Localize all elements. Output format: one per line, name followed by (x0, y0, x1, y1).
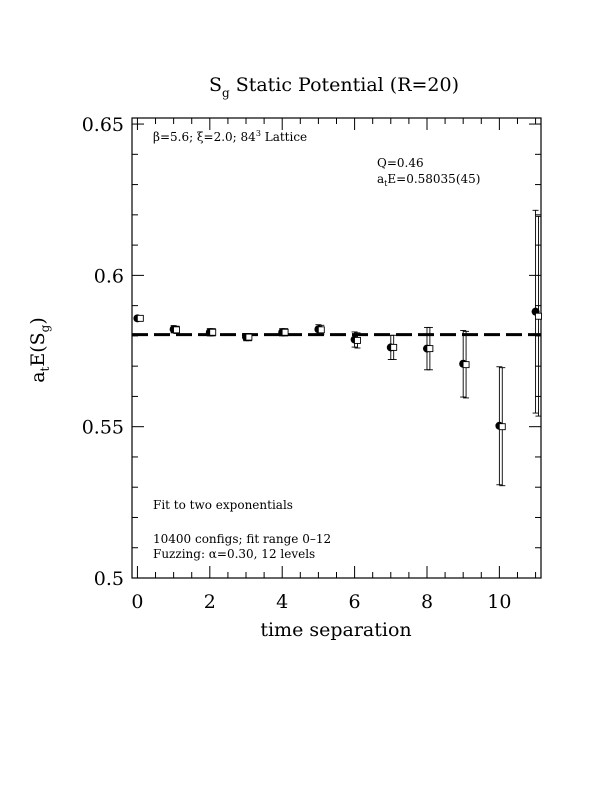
data-point-square (390, 343, 398, 351)
data-point-square (354, 336, 361, 344)
lattice-rest: Lattice (261, 130, 307, 144)
x-tick-label: 10 (487, 591, 511, 613)
y-tick-label: 0.65 (82, 114, 124, 136)
x-tick-label: 6 (349, 591, 361, 613)
lattice-annotation: β=5.6; ξ=2.0; 843 Lattice (153, 129, 307, 144)
energy-a: a (377, 172, 384, 186)
chart-title: Sg Static Potential (R=20) (209, 74, 459, 100)
ylabel-e: E(S (27, 332, 49, 366)
lattice-sup: 3 (256, 129, 261, 138)
ylabel-close: ) (27, 317, 49, 324)
configs-annotation: 10400 configs; fit range 0–12 (153, 532, 331, 546)
data-point-square (136, 314, 144, 322)
data-point-square (245, 333, 253, 341)
axis-ticks (132, 118, 541, 579)
ylabel-t: t (38, 366, 52, 371)
title-rest: Static Potential (R=20) (236, 74, 459, 96)
energy-t: t (384, 179, 388, 188)
data-point-square (498, 423, 506, 431)
error-bars (134, 209, 542, 487)
ylabel-a: a (27, 371, 49, 382)
y-tick-label: 0.55 (82, 417, 124, 439)
data-point-square (209, 328, 217, 336)
energy-rest: E=0.58035(45) (387, 172, 480, 186)
data-point-square (462, 361, 470, 369)
data-markers (133, 307, 542, 431)
data-point-square (281, 328, 289, 336)
y-tick-label: 0.6 (94, 265, 124, 287)
data-point-square (535, 312, 542, 320)
y-axis-label: atE(Sg) (27, 317, 52, 383)
ylabel-g: g (38, 324, 52, 332)
data-point-square (317, 326, 325, 334)
fit-annotation: Fit to two exponentials (153, 498, 293, 512)
x-tick-label: 2 (204, 591, 216, 613)
x-tick-label: 0 (131, 591, 143, 613)
x-axis-label: time separation (260, 619, 411, 641)
title-sub: g (222, 86, 230, 100)
q-annotation: Q=0.46 (377, 156, 424, 170)
lattice-beta: β=5.6; ξ=2.0; 84 (153, 130, 256, 144)
fuzzing-annotation: Fuzzing: α=0.30, 12 levels (153, 547, 315, 561)
data-point-square (173, 326, 180, 334)
title-main: S (209, 74, 222, 96)
tick-labels: 0 2 4 6 8 10 0.5 0.55 0.6 0.65 (82, 114, 512, 613)
x-tick-label: 4 (276, 591, 288, 613)
data-point-square (426, 345, 434, 353)
x-tick-label: 8 (421, 591, 433, 613)
y-tick-label: 0.5 (94, 568, 124, 590)
energy-annotation: atE=0.58035(45) (377, 172, 480, 188)
